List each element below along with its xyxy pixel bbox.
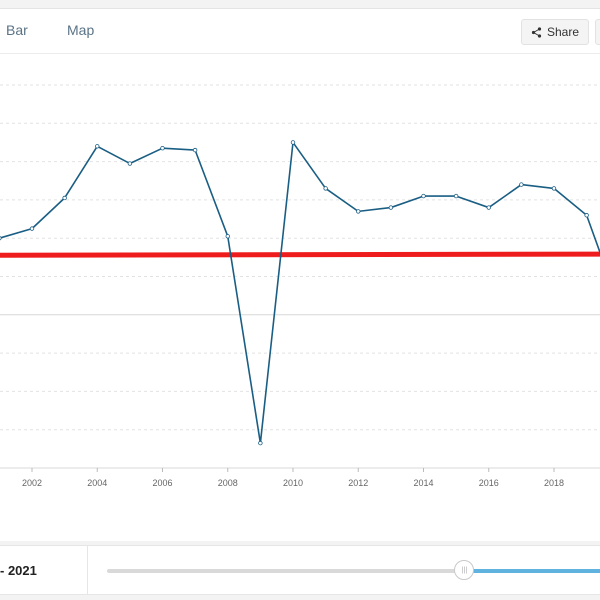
tab-bar[interactable]: Bar bbox=[6, 22, 28, 38]
range-divider bbox=[87, 546, 88, 594]
range-footer: - 2021 ||| bbox=[0, 545, 600, 595]
data-point[interactable] bbox=[290, 140, 296, 145]
data-point[interactable] bbox=[519, 182, 524, 187]
more-options-button[interactable] bbox=[595, 19, 600, 45]
share-button[interactable]: Share bbox=[521, 19, 589, 45]
x-tick-label: 2014 bbox=[413, 478, 433, 488]
data-point[interactable] bbox=[127, 161, 133, 166]
data-point[interactable] bbox=[421, 193, 426, 199]
x-tick-label: 2002 bbox=[22, 478, 42, 488]
share-label: Share bbox=[546, 25, 580, 39]
range-label: - 2021 bbox=[0, 563, 37, 578]
data-point[interactable] bbox=[551, 186, 557, 191]
data-point[interactable] bbox=[192, 147, 198, 153]
data-point[interactable] bbox=[584, 213, 589, 218]
line-chart: 2002 2004 2006 2008 2010 2012 2014 2016 2018 bbox=[0, 84, 600, 488]
x-tick-label: 2008 bbox=[218, 478, 238, 488]
data-point[interactable] bbox=[356, 209, 361, 214]
data-point[interactable] bbox=[225, 234, 230, 239]
slider-track[interactable] bbox=[107, 569, 600, 573]
data-point[interactable] bbox=[486, 205, 491, 210]
data-point[interactable] bbox=[0, 236, 2, 241]
x-tick-label: 2016 bbox=[479, 478, 499, 488]
x-axis-ticks: 2002 2004 2006 2008 2010 2012 2014 2016 2018 bbox=[22, 468, 564, 488]
x-tick-label: 2010 bbox=[283, 478, 303, 488]
x-tick-label: 2006 bbox=[152, 478, 172, 488]
series-line bbox=[0, 141, 600, 444]
share-icon bbox=[531, 26, 542, 38]
x-tick-label: 2012 bbox=[348, 478, 368, 488]
tab-map[interactable]: Map bbox=[67, 22, 95, 38]
data-point[interactable] bbox=[95, 144, 100, 149]
data-point[interactable] bbox=[453, 193, 459, 199]
data-point[interactable] bbox=[323, 186, 328, 191]
reference-line-group bbox=[0, 251, 600, 258]
reference-line bbox=[0, 251, 600, 258]
slider-fill bbox=[464, 569, 600, 573]
data-point[interactable] bbox=[160, 145, 165, 151]
x-tick-label: 2018 bbox=[544, 478, 564, 488]
data-point[interactable] bbox=[29, 226, 35, 231]
view-tabs: Bar Map bbox=[0, 9, 600, 54]
data-point[interactable] bbox=[258, 440, 263, 446]
series-group bbox=[0, 140, 600, 446]
chart-panel: Bar Map Share bbox=[0, 8, 600, 541]
chart-gridlines bbox=[0, 84, 600, 469]
data-point[interactable] bbox=[62, 195, 67, 201]
slider-handle[interactable]: ||| bbox=[454, 560, 475, 580]
x-tick-label: 2004 bbox=[87, 478, 107, 488]
data-point[interactable] bbox=[388, 205, 394, 210]
